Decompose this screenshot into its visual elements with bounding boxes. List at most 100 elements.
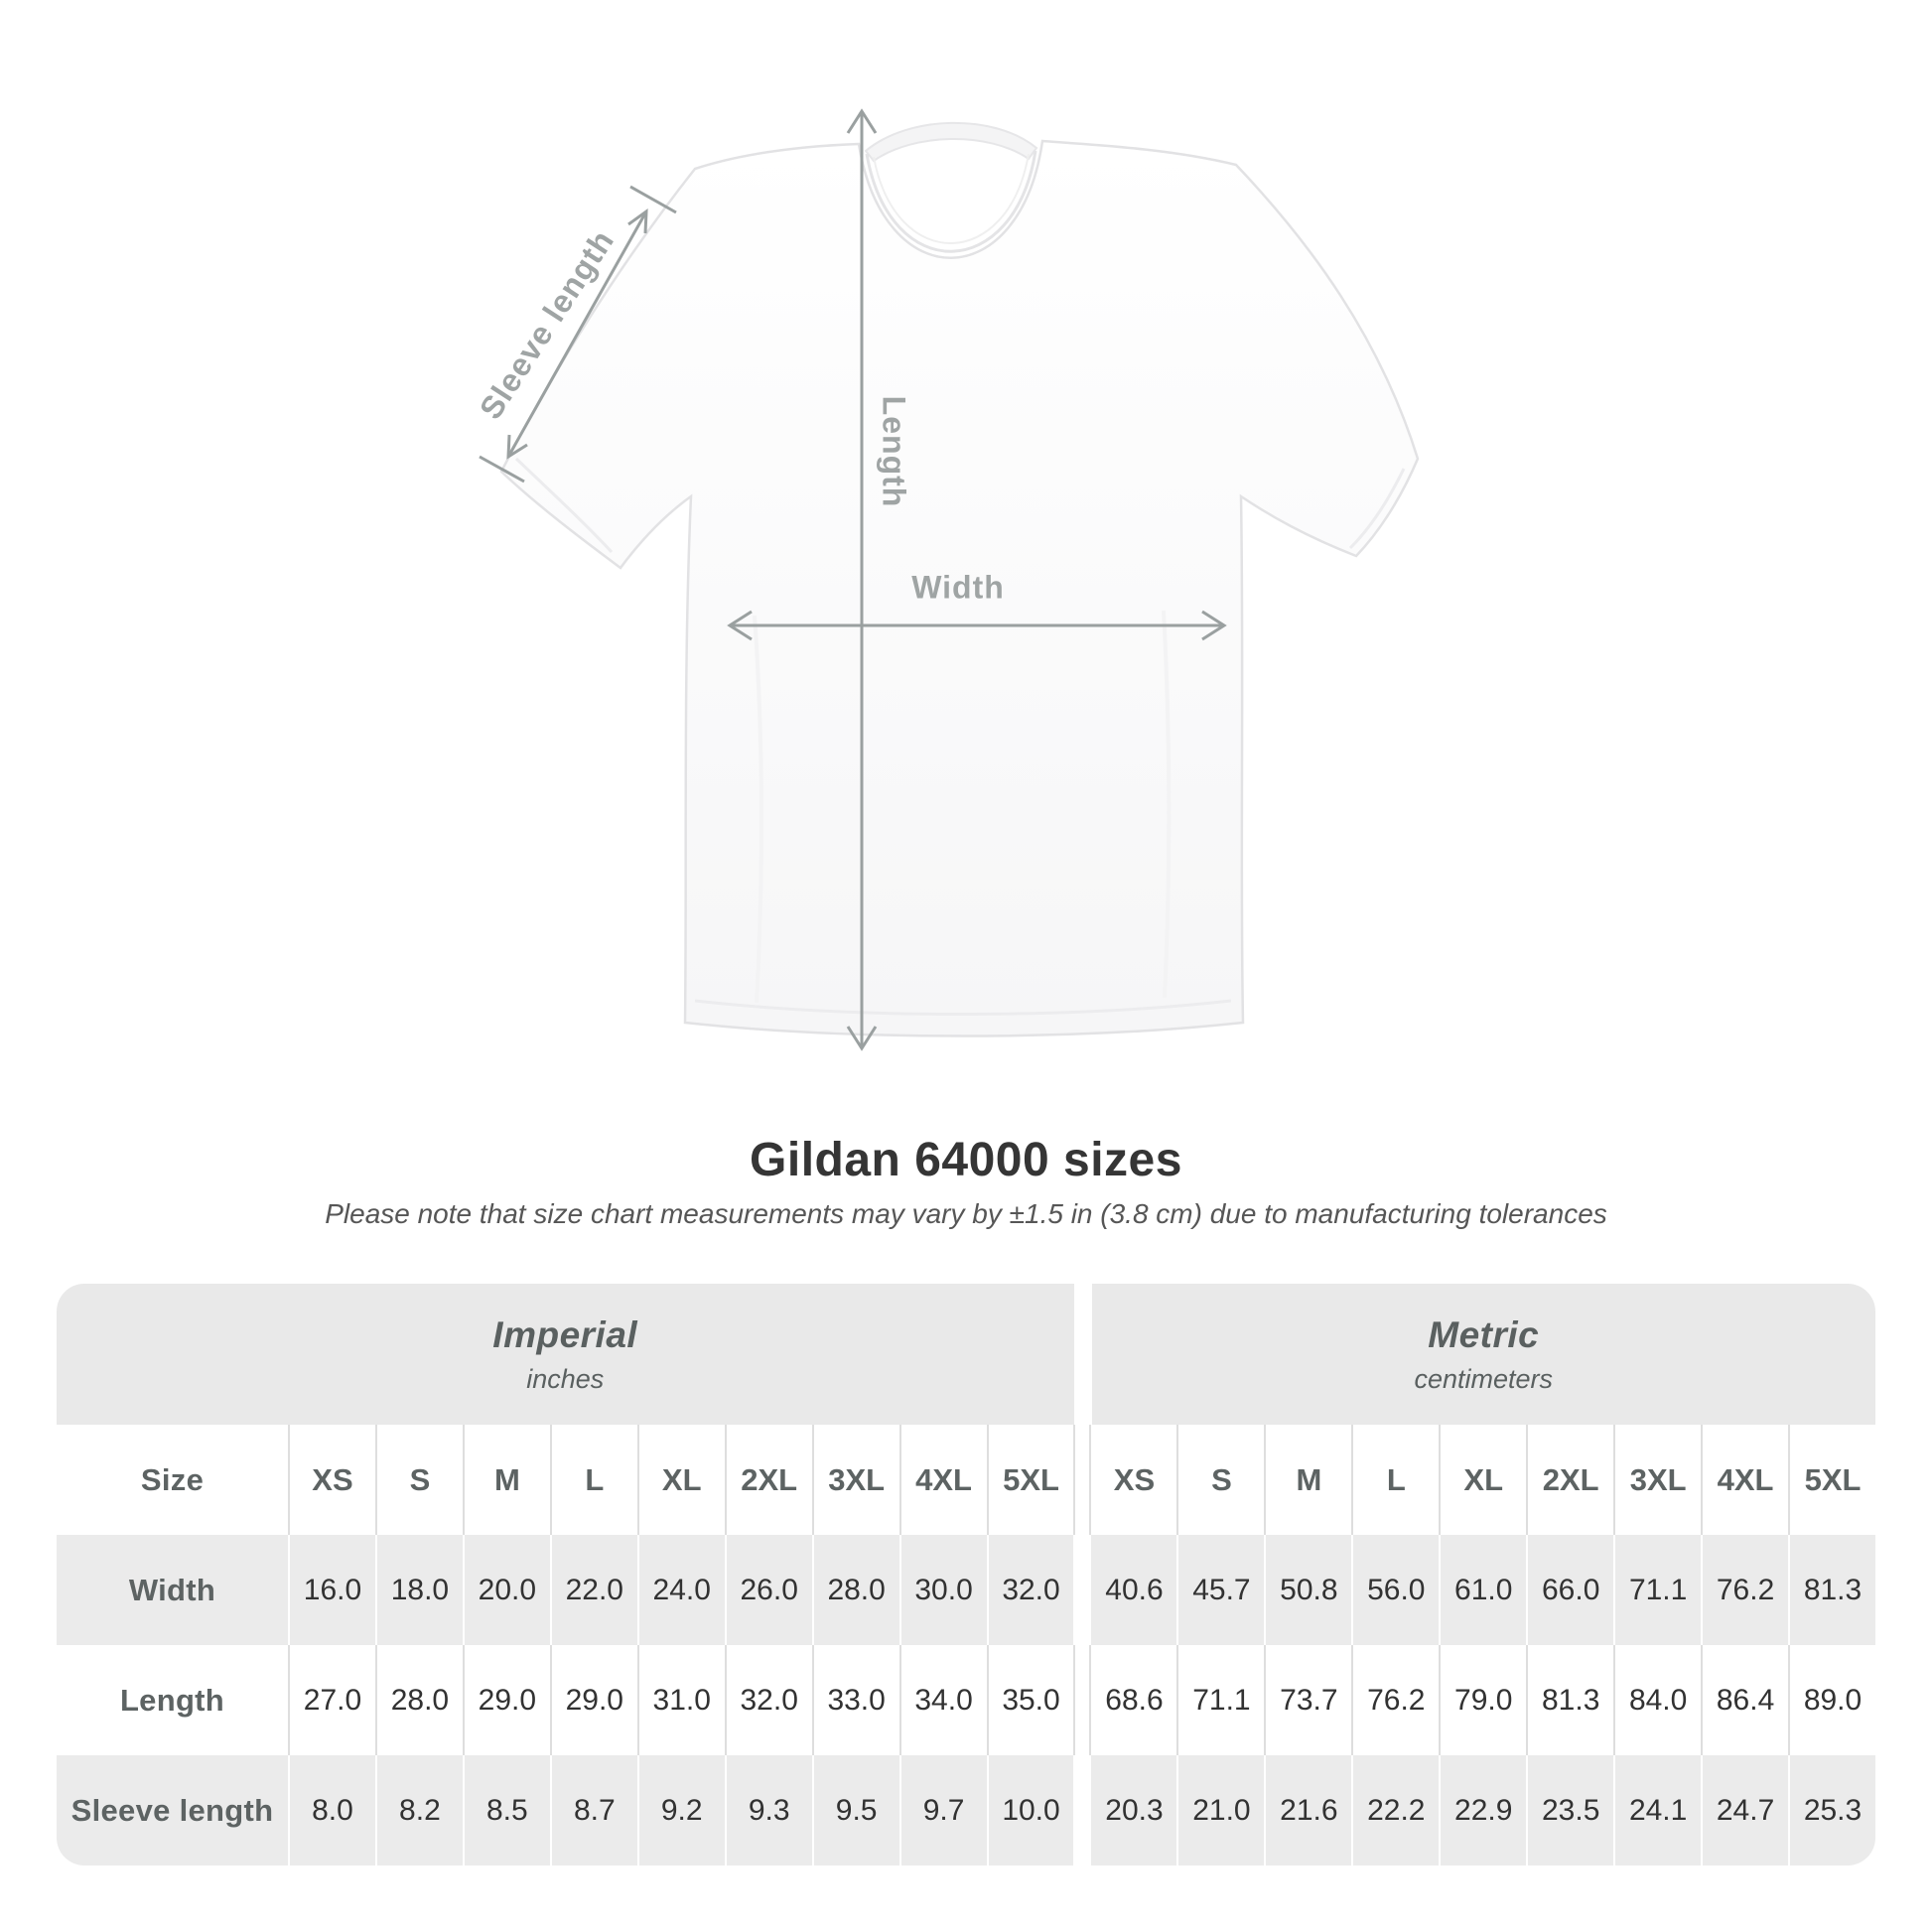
value-cell: 18.0: [376, 1535, 463, 1645]
group-gap: [1075, 1755, 1090, 1865]
value-cell: 16.0: [290, 1535, 375, 1645]
size-header-cell: XL: [638, 1425, 725, 1535]
width-label: Width: [911, 569, 1005, 606]
value-cell: 23.5: [1528, 1755, 1614, 1865]
tshirt-fold-left: [753, 615, 763, 1004]
tshirt-fold-right: [1162, 610, 1172, 999]
size-table: Imperial inches Metric centimeters Size X…: [57, 1284, 1875, 1865]
size-header-cell: L: [551, 1425, 637, 1535]
value-cell: 8.2: [376, 1755, 463, 1865]
value-cell: 22.0: [551, 1535, 637, 1645]
group-gap: [1075, 1425, 1090, 1535]
value-cell: 10.0: [988, 1755, 1074, 1865]
size-header-cell: M: [464, 1425, 550, 1535]
value-cell: 71.1: [1178, 1645, 1265, 1755]
value-cell: 22.9: [1441, 1755, 1527, 1865]
value-cell: 45.7: [1178, 1535, 1265, 1645]
row-label: Length: [57, 1645, 288, 1755]
value-cell: 84.0: [1615, 1645, 1702, 1755]
value-cell: 76.2: [1353, 1645, 1440, 1755]
size-header-cell: M: [1266, 1425, 1352, 1535]
value-cell: 8.0: [290, 1755, 375, 1865]
value-cell: 31.0: [638, 1645, 725, 1755]
size-header-cell: 4XL: [1703, 1425, 1789, 1535]
value-cell: 89.0: [1790, 1645, 1875, 1755]
size-header-cell: 3XL: [1615, 1425, 1702, 1535]
size-header-cell: XL: [1441, 1425, 1527, 1535]
sleeve-length-arrow: [479, 185, 677, 483]
tshirt-illustration: [479, 108, 1420, 1051]
imperial-header: Imperial inches: [57, 1284, 1074, 1425]
tshirt-right-cuff-stitch: [1348, 468, 1406, 550]
value-cell: 73.7: [1266, 1645, 1352, 1755]
tshirt-bottom-hem: [694, 999, 1232, 1016]
size-header-cell: S: [376, 1425, 463, 1535]
value-cell: 9.5: [813, 1755, 899, 1865]
size-header-cell: 5XL: [988, 1425, 1074, 1535]
value-cell: 20.3: [1091, 1755, 1177, 1865]
value-cell: 32.0: [988, 1535, 1074, 1645]
size-header-row: Size XS S M L XL 2XL 3XL 4XL 5XL XS S M L XL 2XL 3XL 4XL 5…: [57, 1425, 1875, 1535]
value-cell: 21.0: [1178, 1755, 1265, 1865]
length-arrow: [846, 108, 878, 1051]
table-body: Size XS S M L XL 2XL 3XL 4XL 5XL XS S M L XL 2XL 3XL 4XL 5…: [57, 1425, 1875, 1865]
page-title: Gildan 64000 sizes: [750, 1134, 1182, 1186]
row-label: Size: [57, 1425, 288, 1535]
size-header-cell: 3XL: [813, 1425, 899, 1535]
value-cell: 30.0: [900, 1535, 987, 1645]
value-cell: 81.3: [1790, 1535, 1875, 1645]
unit-header-row: Imperial inches Metric centimeters: [57, 1284, 1875, 1425]
row-label: Width: [57, 1535, 288, 1645]
row-label: Sleeve length: [57, 1755, 288, 1865]
size-header-cell: L: [1353, 1425, 1440, 1535]
value-cell: 35.0: [988, 1645, 1074, 1755]
group-gap: [1075, 1535, 1090, 1645]
measurement-row-width: Width 16.0 18.0 20.0 22.0 24.0 26.0 28.0 30.0 32.…: [57, 1535, 1875, 1645]
tshirt-diagram: Sleeve length Length Width: [473, 108, 1420, 1051]
length-label: Length: [876, 395, 912, 508]
imperial-unit: inches: [526, 1363, 605, 1394]
value-cell: 71.1: [1615, 1535, 1702, 1645]
value-cell: 29.0: [551, 1645, 637, 1755]
value-cell: 33.0: [813, 1645, 899, 1755]
value-cell: 40.6: [1091, 1535, 1177, 1645]
value-cell: 56.0: [1353, 1535, 1440, 1645]
value-cell: 24.7: [1703, 1755, 1789, 1865]
value-cell: 28.0: [813, 1535, 899, 1645]
value-cell: 24.0: [638, 1535, 725, 1645]
value-cell: 29.0: [464, 1645, 550, 1755]
tshirt-left-cuff-stitch: [514, 457, 614, 554]
value-cell: 26.0: [726, 1535, 812, 1645]
width-arrow: [727, 610, 1227, 641]
tshirt-body: [499, 139, 1420, 1037]
value-cell: 8.7: [551, 1755, 637, 1865]
value-cell: 50.8: [1266, 1535, 1352, 1645]
value-cell: 86.4: [1703, 1645, 1789, 1755]
tshirt-collar-stitch: [873, 153, 1030, 244]
value-cell: 9.3: [726, 1755, 812, 1865]
tshirt-back-collar: [864, 121, 1038, 163]
value-cell: 9.2: [638, 1755, 725, 1865]
measurement-row-length: Length 27.0 28.0 29.0 29.0 31.0 32.0 33.0 34.0 35…: [57, 1645, 1875, 1755]
value-cell: 76.2: [1703, 1535, 1789, 1645]
value-cell: 8.5: [464, 1755, 550, 1865]
metric-title: Metric: [1428, 1313, 1540, 1355]
size-header-cell: XS: [290, 1425, 375, 1535]
measurement-row-sleeve-length: Sleeve length 8.0 8.2 8.5 8.7 9.2 9.3 9.5 9.7 10.…: [57, 1755, 1875, 1865]
value-cell: 61.0: [1441, 1535, 1527, 1645]
value-cell: 9.7: [900, 1755, 987, 1865]
size-header-cell: 2XL: [1528, 1425, 1614, 1535]
value-cell: 68.6: [1091, 1645, 1177, 1755]
group-gap: [1075, 1645, 1090, 1755]
value-cell: 25.3: [1790, 1755, 1875, 1865]
value-cell: 20.0: [464, 1535, 550, 1645]
tshirt-collar-band: [865, 150, 1037, 253]
tolerance-note: Please note that size chart measurements…: [325, 1198, 1607, 1229]
value-cell: 66.0: [1528, 1535, 1614, 1645]
value-cell: 32.0: [726, 1645, 812, 1755]
metric-unit: centimeters: [1414, 1363, 1554, 1394]
value-cell: 21.6: [1266, 1755, 1352, 1865]
value-cell: 22.2: [1353, 1755, 1440, 1865]
metric-header: Metric centimeters: [1091, 1284, 1875, 1425]
